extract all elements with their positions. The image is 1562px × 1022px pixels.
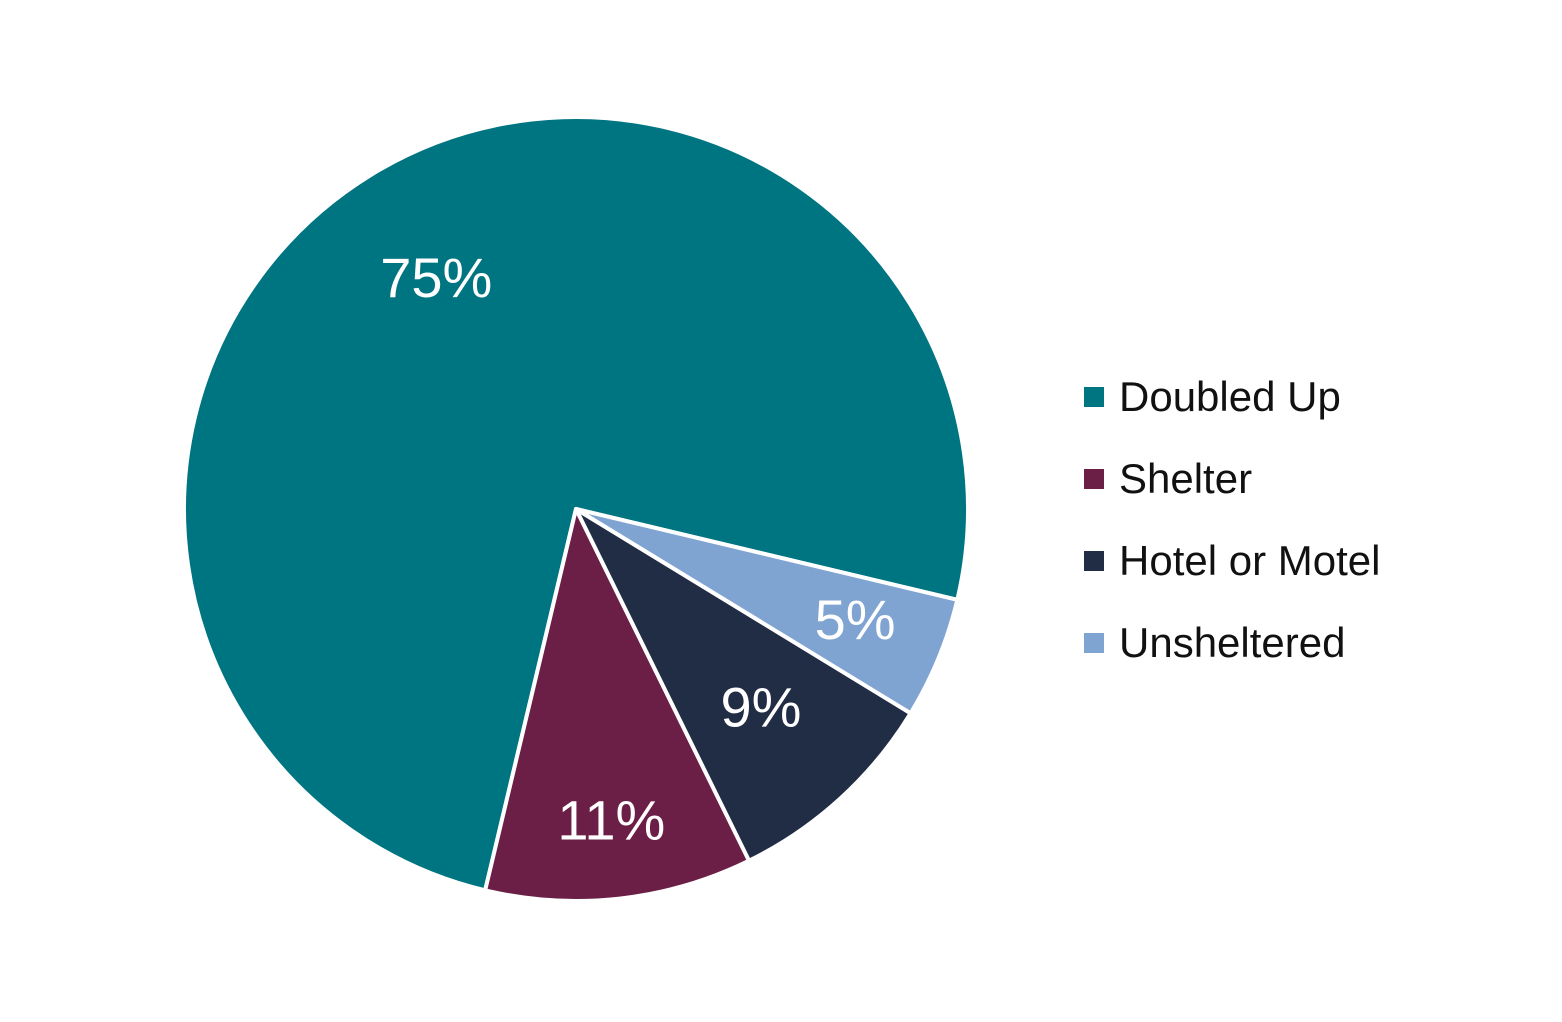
pie-slice-unsheltered xyxy=(574,507,960,716)
pie-slice-hotel-or-motel xyxy=(574,507,913,863)
data-label-doubled-up: 75% xyxy=(380,246,492,309)
pie-slices xyxy=(182,115,970,903)
data-label-hotel-or-motel: 9% xyxy=(721,675,802,738)
legend-label-hotel-or-motel: Hotel or Motel xyxy=(1119,537,1381,584)
legend-swatch-hotel-or-motel xyxy=(1084,551,1104,571)
legend-label-unsheltered: Unsheltered xyxy=(1119,619,1346,666)
legend-item-hotel-or-motel: Hotel or Motel xyxy=(1084,520,1380,602)
legend-label-shelter: Shelter xyxy=(1119,455,1253,502)
pie-slice-shelter xyxy=(483,507,752,903)
legend-label-doubled-up: Doubled Up xyxy=(1119,373,1341,420)
legend-swatch-unsheltered xyxy=(1084,633,1104,653)
data-label-shelter: 11% xyxy=(557,788,665,851)
pie-slice-doubled-up xyxy=(182,115,970,893)
legend-item-shelter: Shelter xyxy=(1084,438,1380,520)
data-label-unsheltered: 5% xyxy=(815,588,896,651)
legend-item-unsheltered: Unsheltered xyxy=(1084,602,1380,684)
chart-legend: Doubled Up Shelter Hotel or Motel Unshel… xyxy=(1084,356,1380,684)
legend-swatch-shelter xyxy=(1084,469,1104,489)
legend-item-doubled-up: Doubled Up xyxy=(1084,356,1380,438)
pie-data-labels: 75% 11% 9%5% xyxy=(380,246,895,852)
legend-swatch-doubled-up xyxy=(1084,387,1104,407)
